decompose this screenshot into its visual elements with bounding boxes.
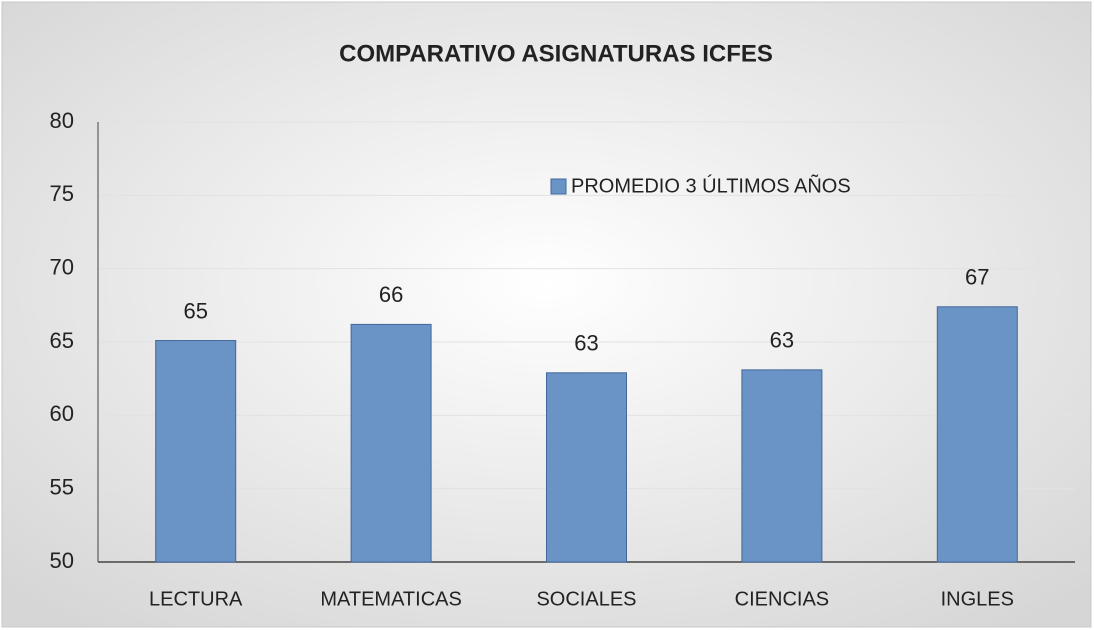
bar bbox=[350, 323, 432, 563]
y-tick-label: 50 bbox=[50, 548, 74, 573]
y-tick-label: 55 bbox=[50, 474, 74, 499]
y-tick-label: 70 bbox=[50, 254, 74, 279]
bar bbox=[546, 372, 627, 563]
bar bbox=[155, 340, 237, 563]
data-label: 66 bbox=[379, 282, 403, 307]
legend-label: PROMEDIO 3 ÚLTIMOS AÑOS bbox=[571, 173, 851, 197]
bar bbox=[741, 369, 823, 563]
y-tick-label: 60 bbox=[50, 401, 74, 426]
bar bbox=[936, 306, 1018, 563]
x-tick-label: MATEMATICAS bbox=[320, 588, 461, 610]
data-label: 67 bbox=[965, 265, 989, 290]
data-label: 65 bbox=[183, 298, 207, 323]
x-tick-label: INGLES bbox=[941, 588, 1014, 610]
y-tick-label: 65 bbox=[50, 328, 74, 353]
y-tick-label: 80 bbox=[50, 108, 74, 133]
legend-swatch bbox=[550, 178, 567, 195]
y-tick-label: 75 bbox=[50, 181, 74, 206]
data-label: 63 bbox=[574, 331, 598, 356]
data-label: 63 bbox=[770, 328, 794, 353]
x-tick-label: SOCIALES bbox=[536, 588, 636, 610]
x-tick-label: CIENCIAS bbox=[735, 588, 829, 610]
x-tick-label: LECTURA bbox=[149, 588, 243, 610]
chart-title: COMPARATIVO ASIGNATURAS ICFES bbox=[339, 40, 773, 67]
